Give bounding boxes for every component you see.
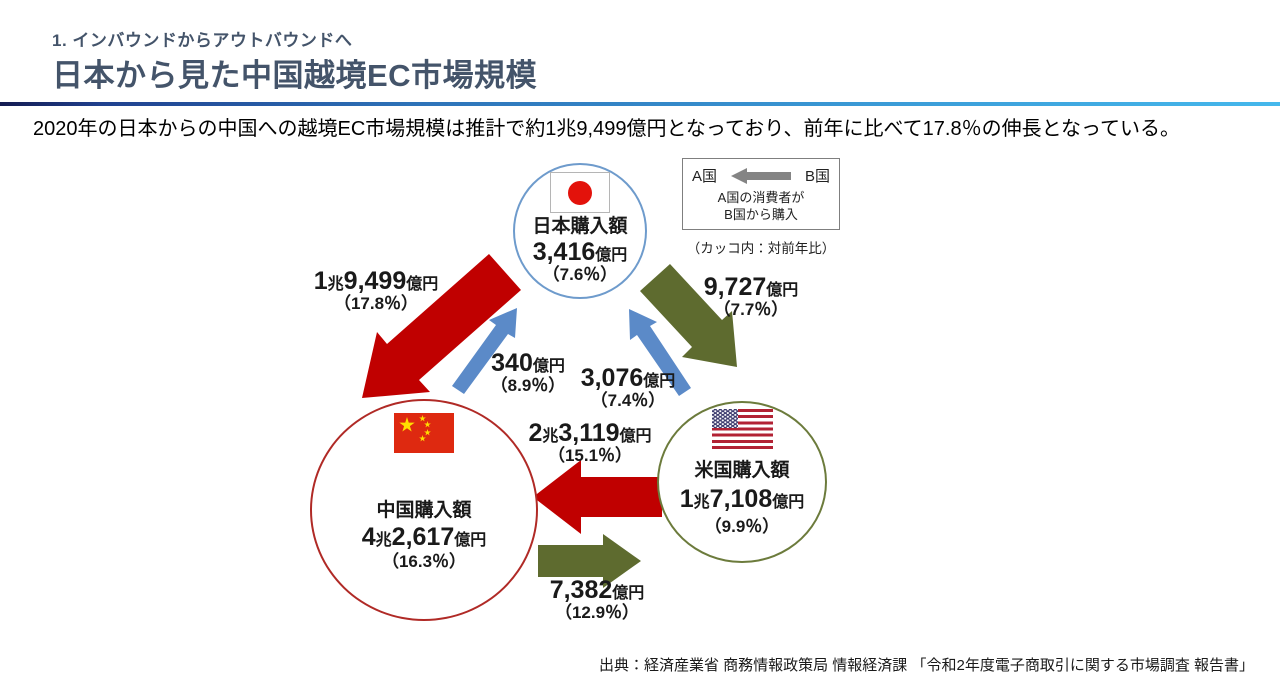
arrow-usa-from-china-icon: [538, 534, 641, 588]
japan-node: 日本購入額 3,416億円 （7.6％）: [513, 163, 647, 299]
usa-node-label: 米国購入額: [694, 460, 790, 481]
china-node: 中国購入額 4兆2,617億円 （16.3％）: [310, 399, 538, 621]
flag-star: [419, 435, 426, 442]
usa-node: 米国購入額 1兆7,108億円 （9.9％）: [657, 401, 827, 563]
arrow-china-from-usa-icon: [533, 460, 662, 534]
japan-node-yoy: （7.6％）: [542, 265, 618, 285]
arrow-usa-from-japan-icon: [640, 264, 737, 367]
flag-star: [424, 429, 431, 436]
lead-text: 2020年の日本からの中国への越境EC市場規模は推計で約1兆9,499億円となっ…: [33, 118, 1180, 140]
japan-flag-icon: [550, 172, 610, 213]
china-node-label: 中国購入額: [376, 500, 472, 521]
flag-star: [424, 421, 431, 428]
legend-row: A国 B国: [683, 165, 839, 186]
arrow-china-from-japan-icon: [362, 254, 521, 398]
flow-label-japan-from-china: 340億円 （8.9％）: [490, 349, 566, 396]
arrow-japan-from-china-icon: [452, 308, 517, 394]
flag-star: [399, 417, 415, 432]
usa-flag-icon: [711, 409, 773, 449]
legend-country-a: A国: [692, 168, 718, 185]
legend-description: A国の消費者が B国から購入: [717, 190, 805, 222]
flag-star: [419, 415, 426, 422]
china-node-yoy: （16.3％）: [381, 552, 467, 572]
page-title: 日本から見た中国越境EC市場規模: [52, 58, 538, 93]
usa-node-value: 1兆7,108億円: [679, 484, 805, 513]
arrow-left-icon: [731, 167, 791, 184]
legend-box: A国 B国 A国の消費者が B国から購入: [682, 158, 840, 230]
japan-node-value: 3,416億円: [532, 237, 628, 266]
usa-node-yoy: （9.9％）: [704, 517, 780, 537]
flow-label-usa-from-japan: 9,727億円 （7.7％）: [703, 273, 799, 320]
flow-label-china-from-usa: 2兆3,119億円 （15.1％）: [528, 419, 652, 466]
flow-label-china-from-japan: 1兆9,499億円 （17.8％）: [313, 267, 439, 314]
arrow-japan-from-usa-icon: [629, 309, 691, 396]
flow-label-usa-from-china: 7,382億円 （12.9％）: [549, 576, 645, 623]
flow-label-japan-from-usa: 3,076億円 （7.4％）: [580, 364, 676, 411]
source-citation: 出典：経済産業省 商務情報政策局 情報経済課 「令和2年度電子商取引に関する市場…: [598, 657, 1254, 674]
legend-country-b: B国: [804, 168, 830, 185]
japan-node-label: 日本購入額: [532, 216, 628, 237]
legend-note: （カッコ内：対前年比）: [686, 241, 836, 256]
flag-canton: [711, 409, 738, 428]
hinomaru-disc: [568, 180, 592, 205]
title-divider: [0, 102, 1280, 106]
china-flag-icon: [394, 413, 454, 453]
section-kicker: 1. インバウンドからアウトバウンドへ: [52, 31, 353, 50]
china-node-value: 4兆2,617億円: [361, 522, 487, 551]
